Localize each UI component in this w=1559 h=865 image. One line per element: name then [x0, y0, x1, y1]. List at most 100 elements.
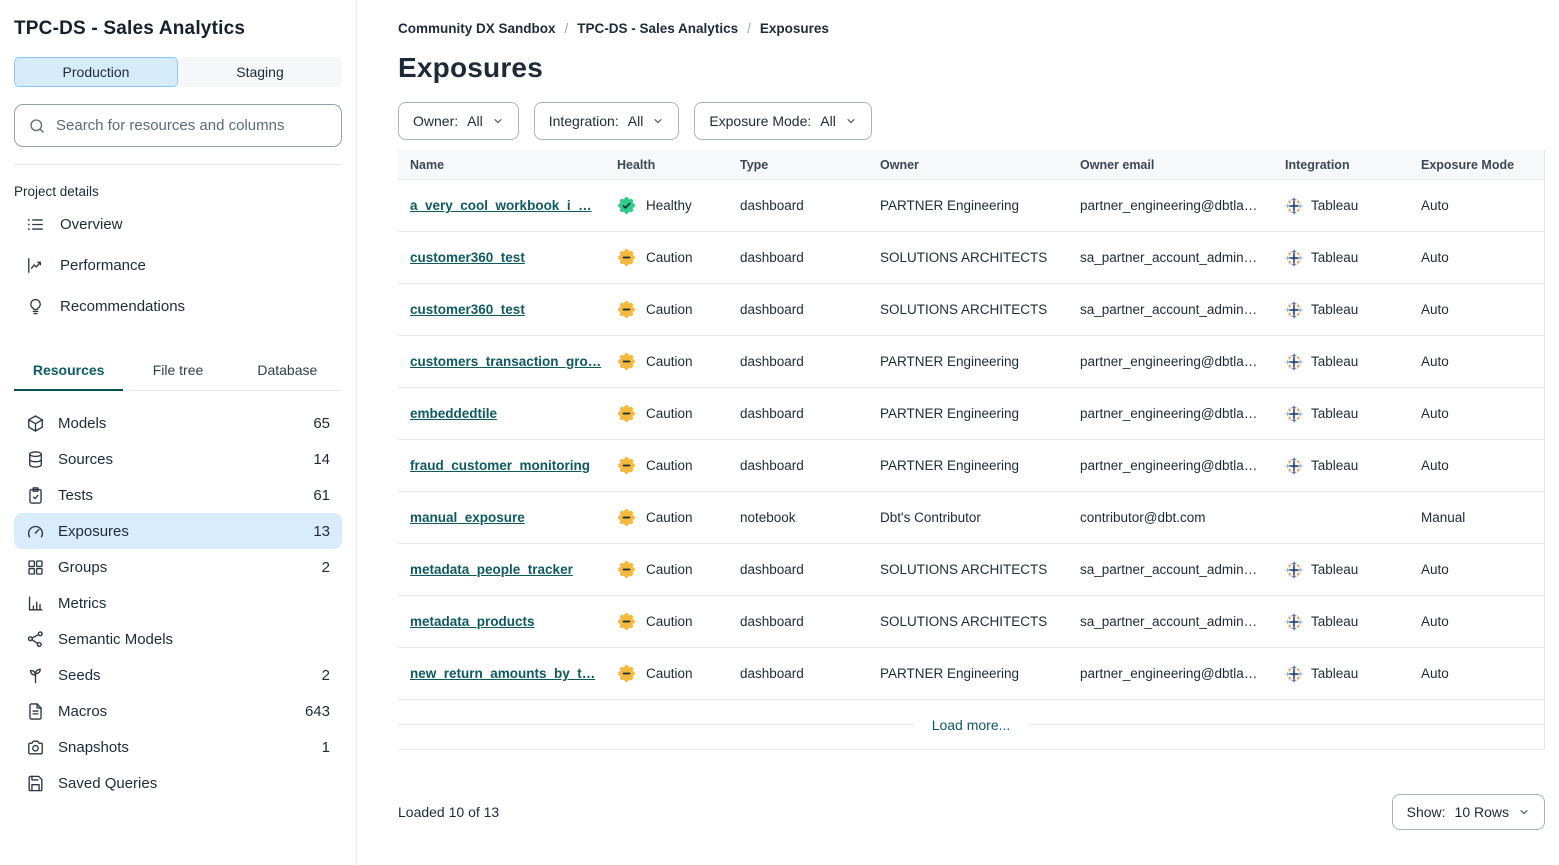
- resource-item[interactable]: Saved Queries: [14, 765, 342, 801]
- integration-cell: Tableau: [1273, 405, 1409, 423]
- exposure-mode-cell: Auto: [1421, 198, 1449, 213]
- project-link-icon: [26, 256, 45, 275]
- filter-value: All: [467, 113, 483, 129]
- chevron-down-icon: [652, 115, 664, 127]
- owner-email-cell: partner_engineering@dbtla…: [1080, 354, 1258, 369]
- load-more-row: Load more...: [398, 700, 1545, 750]
- owner-email-cell: sa_partner_account_admin…: [1080, 614, 1258, 629]
- exposure-mode-cell: Auto: [1421, 562, 1449, 577]
- health-label: Caution: [646, 250, 693, 265]
- health-badge-icon: [617, 612, 636, 631]
- column-header: Name: [410, 157, 445, 172]
- filter-button[interactable]: Exposure Mode: All: [694, 102, 872, 140]
- exposure-name-link[interactable]: new_return_amounts_by_t…: [410, 666, 596, 681]
- resource-icon: [26, 450, 45, 469]
- health-badge-icon: [617, 404, 636, 423]
- filter-button[interactable]: Integration: All: [533, 102, 680, 140]
- owner-cell: PARTNER Engineering: [880, 354, 1020, 369]
- filter-label: Exposure Mode:: [709, 113, 812, 129]
- resource-item[interactable]: Metrics: [14, 585, 342, 621]
- integration-label: Tableau: [1311, 354, 1359, 369]
- resource-icon: [26, 738, 45, 757]
- sidebar-tab[interactable]: Database: [233, 352, 342, 391]
- show-rows-button[interactable]: Show: 10 Rows: [1391, 794, 1545, 830]
- environment-tab[interactable]: Production: [14, 57, 178, 87]
- project-link-icon: [26, 297, 45, 316]
- integration-label: Tableau: [1311, 406, 1359, 421]
- loaded-count-text: Loaded 10 of 13: [398, 804, 500, 820]
- project-links: Overview Performance Recommendations: [14, 204, 342, 327]
- exposure-name-link[interactable]: embeddedtile: [410, 406, 498, 421]
- integration-label: Tableau: [1311, 666, 1359, 681]
- exposure-name-link[interactable]: customer360_test: [410, 302, 525, 317]
- name-cell: new_return_amounts_by_t…: [398, 666, 605, 681]
- resource-item[interactable]: Groups 2: [14, 549, 342, 585]
- column-header: Owner: [880, 157, 919, 172]
- project-link[interactable]: Overview: [14, 204, 342, 245]
- breadcrumb-item[interactable]: TPC-DS - Sales Analytics: [577, 21, 739, 36]
- exposure-name-link[interactable]: metadata_people_tracker: [410, 562, 573, 577]
- resource-item[interactable]: Exposures 13: [14, 513, 342, 549]
- filter-label: Owner:: [413, 113, 459, 129]
- integration-cell: Tableau: [1273, 665, 1409, 683]
- table-row: metadata_products Caution dashboard SOLU…: [398, 596, 1544, 648]
- resource-item[interactable]: Macros 643: [14, 693, 342, 729]
- resource-item[interactable]: Seeds 2: [14, 657, 342, 693]
- owner-email-cell: partner_engineering@dbtla…: [1080, 666, 1258, 681]
- name-cell: embeddedtile: [398, 406, 605, 421]
- health-label: Caution: [646, 666, 693, 681]
- owner-email-cell: sa_partner_account_admin…: [1080, 302, 1258, 317]
- health-badge-icon: [617, 196, 636, 215]
- breadcrumb-item[interactable]: Community DX Sandbox: [398, 21, 556, 36]
- project-link-label: Performance: [60, 257, 146, 274]
- resource-item[interactable]: Snapshots 1: [14, 729, 342, 765]
- exposure-name-link[interactable]: metadata_products: [410, 614, 535, 629]
- tableau-icon: [1285, 405, 1303, 423]
- filter-button[interactable]: Owner: All: [398, 102, 519, 140]
- search-box[interactable]: [14, 104, 342, 147]
- health-cell: Caution: [605, 456, 728, 475]
- project-link[interactable]: Recommendations: [14, 286, 342, 327]
- resource-item[interactable]: Tests 61: [14, 477, 342, 513]
- environment-tab[interactable]: Staging: [178, 57, 342, 87]
- owner-cell: PARTNER Engineering: [880, 198, 1020, 213]
- name-cell: manual_exposure: [398, 510, 605, 525]
- exposure-name-link[interactable]: customer360_test: [410, 250, 525, 265]
- health-label: Caution: [646, 458, 693, 473]
- breadcrumb-separator: /: [564, 21, 569, 36]
- resource-item[interactable]: Models 65: [14, 405, 342, 441]
- search-input[interactable]: [56, 117, 328, 134]
- load-more-link[interactable]: Load more...: [931, 716, 1011, 733]
- resource-count: 1: [321, 738, 330, 756]
- exposure-mode-cell: Auto: [1421, 302, 1449, 317]
- resource-label: Macros: [58, 702, 108, 720]
- exposure-name-link[interactable]: a_very_cool_workbook_i_…: [410, 198, 592, 213]
- owner-cell: SOLUTIONS ARCHITECTS: [880, 614, 1048, 629]
- sidebar-tab[interactable]: File tree: [123, 352, 232, 391]
- tableau-icon: [1285, 353, 1303, 371]
- owner-cell: PARTNER Engineering: [880, 406, 1020, 421]
- resource-label: Saved Queries: [58, 774, 158, 792]
- resource-item[interactable]: Semantic Models: [14, 621, 342, 657]
- project-details-label: Project details: [14, 184, 99, 199]
- resource-item[interactable]: Sources 14: [14, 441, 342, 477]
- resource-count: 13: [313, 522, 330, 540]
- table-row: a_very_cool_workbook_i_… Healthy dashboa…: [398, 180, 1544, 232]
- project-link[interactable]: Performance: [14, 245, 342, 286]
- exposure-name-link[interactable]: fraud_customer_monitoring: [410, 458, 591, 473]
- name-cell: customers_transaction_gro…: [398, 354, 605, 369]
- exposure-mode-cell: Auto: [1421, 250, 1449, 265]
- health-badge-icon: [617, 300, 636, 319]
- sidebar-tab[interactable]: Resources: [14, 352, 124, 391]
- table-row: customer360_test Caution dashboard SOLUT…: [398, 232, 1544, 284]
- resource-label: Semantic Models: [58, 630, 174, 648]
- integration-cell: Tableau: [1273, 457, 1409, 475]
- divider-line: [398, 724, 914, 725]
- chevron-down-icon: [492, 115, 504, 127]
- resource-icon: [26, 774, 45, 793]
- chevron-down-icon: [845, 115, 857, 127]
- exposure-name-link[interactable]: manual_exposure: [410, 510, 525, 525]
- exposure-name-link[interactable]: customers_transaction_gro…: [410, 354, 602, 369]
- name-cell: customer360_test: [398, 250, 605, 265]
